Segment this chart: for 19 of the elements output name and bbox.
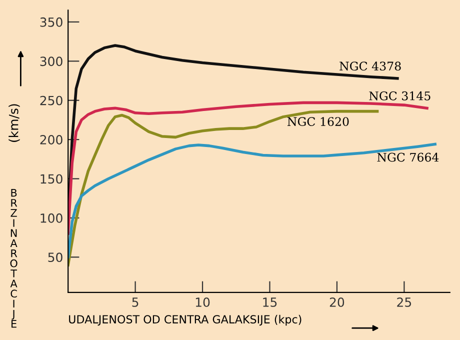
x-axis-title: UDALJENOST OD CENTRA GALAKSIJE (kpc)	[69, 314, 302, 326]
y-axis-title: (km/s)	[8, 104, 20, 142]
x-tick-label: 15	[263, 298, 277, 307]
series-label: NGC 3145	[369, 91, 430, 100]
y-tick-label: 300	[40, 56, 62, 66]
series-label: NGC 7664	[377, 152, 439, 162]
y-tick-label: 150	[40, 174, 62, 184]
y-tick-label: 350	[40, 17, 62, 27]
y-tick-label: 200	[40, 135, 62, 144]
series-label: NGC 1620	[287, 117, 349, 126]
x-tick-label: 25	[397, 297, 412, 307]
y-tick-label: 100	[40, 213, 62, 223]
text: BRZINA ROTACIJE	[10, 188, 18, 328]
x-tick-label: 10	[196, 297, 210, 307]
x-tick-label: 20	[330, 297, 344, 307]
x-tick-label: 5	[132, 298, 138, 307]
y-tick-label: 50	[48, 252, 62, 262]
y-tick-label: 250	[40, 96, 62, 106]
series-label: NGC 4378	[340, 62, 401, 71]
